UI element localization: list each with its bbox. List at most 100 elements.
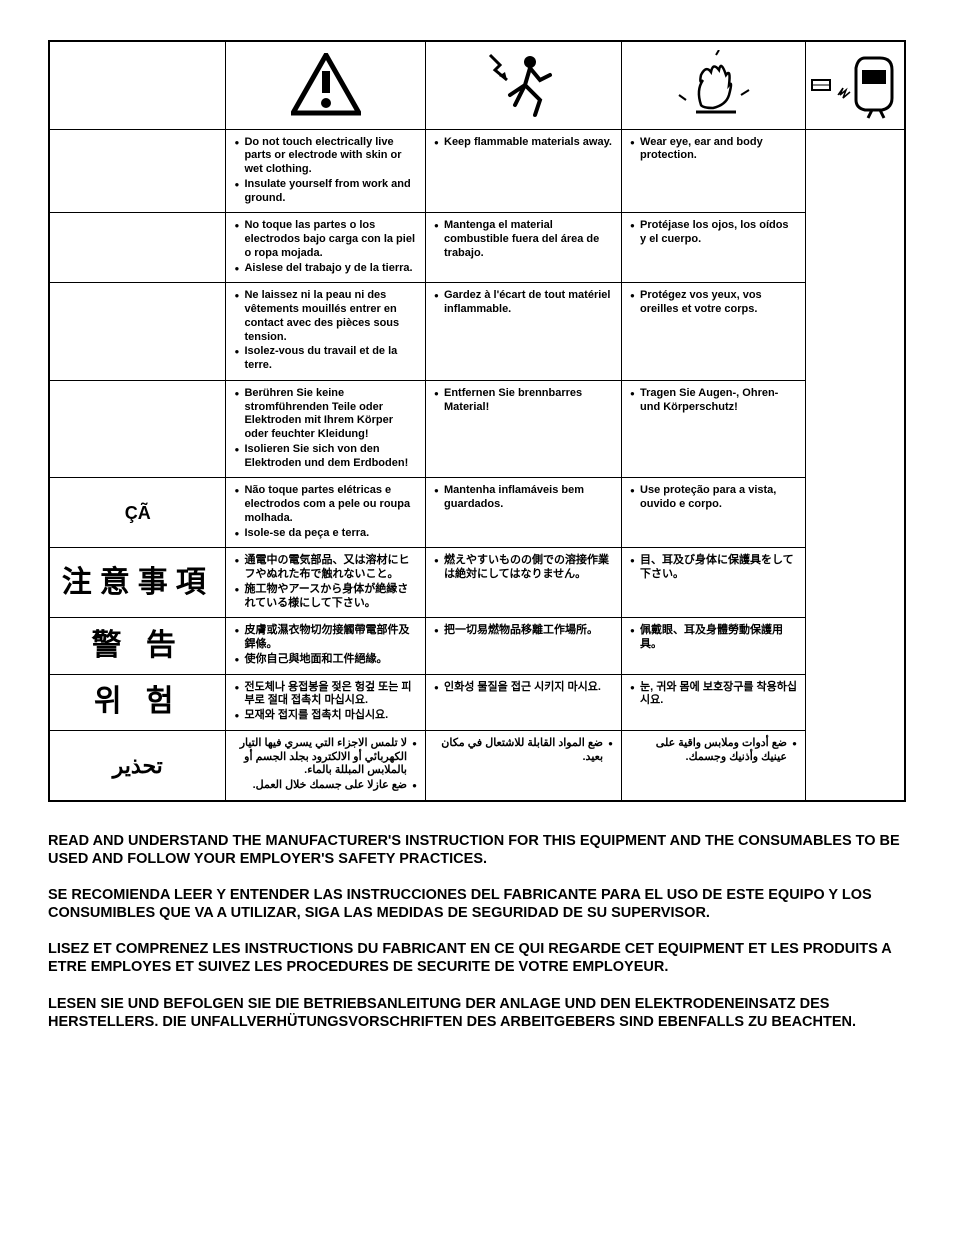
bullet-list: Entfernen Sie brennbarres Material!: [434, 387, 613, 415]
bullet-item: Ne laissez ni la peau ni des vêtements m…: [234, 289, 417, 344]
row-label: 위 험: [49, 674, 226, 730]
warning-cell: Ne laissez ni la peau ni des vêtements m…: [226, 283, 426, 381]
warning-cell: Berühren Sie keine stromführenden Teile …: [226, 380, 426, 478]
bullet-item: 皮膚或濕衣物切勿接觸帶電部件及銲條。: [234, 624, 417, 652]
bullet-item: 佩戴眼、耳及身體勞動保護用具。: [630, 624, 797, 652]
bullet-list: 인화성 물질을 접근 시키지 마시요.: [434, 681, 613, 695]
warning-cell: Mantenga el material combustible fuera d…: [426, 213, 622, 283]
warning-cell: 目、耳及び身体に保護具をして下さい。: [622, 548, 806, 618]
bullet-list: Wear eye, ear and body protection.: [630, 136, 797, 164]
bullet-list: Ne laissez ni la peau ni des vêtements m…: [234, 289, 417, 373]
bullet-item: 인화성 물질을 접근 시키지 마시요.: [434, 681, 613, 695]
bullet-list: 目、耳及び身体に保護具をして下さい。: [630, 554, 797, 582]
bullet-item: Gardez à l'écart de tout matériel inflam…: [434, 289, 613, 317]
warning-cell: Keep flammable materials away.: [426, 129, 622, 213]
row-label: 警 告: [49, 618, 226, 674]
bullet-list: 눈, 귀와 몸에 보호장구를 착용하십시요.: [630, 681, 797, 709]
warning-cell: 通電中の電気部品、又は溶材にヒフやぬれた布で触れないこと。施工物やアースから身体…: [226, 548, 426, 618]
bullet-list: No toque las partes o los electrodos baj…: [234, 219, 417, 275]
bullet-item: 把一切易燃物品移離工作場所。: [434, 624, 613, 638]
header-icon-shock-person: [426, 41, 622, 129]
bullet-item: 燃えやすいものの側での溶接作業は絶対にしてはなりません。: [434, 554, 613, 582]
row-label: 注意事項: [49, 548, 226, 618]
bullet-item: 目、耳及び身体に保護具をして下さい。: [630, 554, 797, 582]
bullet-item: ضع المواد القابلة للاشتعال في مكان بعيد.: [434, 737, 613, 765]
bullet-list: ضع أدوات وملابس واقية على عينيك وأذنيك و…: [630, 737, 797, 765]
warning-cell: Use proteção para a vista, ouvido e corp…: [622, 478, 806, 548]
warning-cell: ضع أدوات وملابس واقية على عينيك وأذنيك و…: [622, 730, 806, 801]
row-label-text: 警 告: [92, 629, 184, 662]
bullet-list: 通電中の電気部品、又は溶材にヒフやぬれた布で触れないこと。施工物やアースから身体…: [234, 554, 417, 610]
row-label-text: 注意事項: [62, 566, 214, 599]
bullet-item: Mantenga el material combustible fuera d…: [434, 219, 613, 260]
bullet-list: 전도체나 용접봉을 젖은 헝겊 또는 피부로 절대 접촉치 마십시요.모재와 접…: [234, 681, 417, 723]
row-label: [49, 283, 226, 381]
bullet-item: Use proteção para a vista, ouvido e corp…: [630, 484, 797, 512]
safety-warning-table: Do not touch electrically live parts or …: [48, 40, 906, 802]
bullet-list: Tragen Sie Augen-, Ohren- und Körperschu…: [630, 387, 797, 415]
warning-cell: 전도체나 용접봉을 젖은 헝겊 또는 피부로 절대 접촉치 마십시요.모재와 접…: [226, 674, 426, 730]
table-row: Do not touch electrically live parts or …: [49, 129, 905, 213]
row-label: [49, 213, 226, 283]
warning-cell: Protégez vos yeux, vos oreilles et votre…: [622, 283, 806, 381]
table-row: Berühren Sie keine stromführenden Teile …: [49, 380, 905, 478]
warning-cell: 燃えやすいものの側での溶接作業は絶対にしてはなりません。: [426, 548, 622, 618]
warning-cell: Entfernen Sie brennbarres Material!: [426, 380, 622, 478]
bullet-list: 燃えやすいものの側での溶接作業は絶対にしてはなりません。: [434, 554, 613, 582]
row-label: تحذير: [49, 730, 226, 801]
warning-cell: Gardez à l'écart de tout matériel inflam…: [426, 283, 622, 381]
bullet-item: Isole-se da peça e terra.: [234, 527, 417, 541]
bullet-list: Não toque partes elétricas e electrodos …: [234, 484, 417, 540]
warning-triangle-icon: [291, 53, 361, 117]
bullet-item: ضع أدوات وملابس واقية على عينيك وأذنيك و…: [630, 737, 797, 765]
bullet-list: لا تلمس الاجزاء التي يسري فيها التيار ال…: [234, 737, 417, 793]
bullet-list: Use proteção para a vista, ouvido e corp…: [630, 484, 797, 512]
warning-cell: 눈, 귀와 몸에 보호장구를 착용하십시요.: [622, 674, 806, 730]
bullet-list: ضع المواد القابلة للاشتعال في مكان بعيد.: [434, 737, 613, 765]
table-row: 注意事項通電中の電気部品、又は溶材にヒフやぬれた布で触れないこと。施工物やアース…: [49, 548, 905, 618]
bullet-item: لا تلمس الاجزاء التي يسري فيها التيار ال…: [234, 737, 417, 778]
table-row: ÇÃ Não toque partes elétricas e electrodo…: [49, 478, 905, 548]
table-row: 위 험전도체나 용접봉을 젖은 헝겊 또는 피부로 절대 접촉치 마십시요.모재…: [49, 674, 905, 730]
bullet-item: Tragen Sie Augen-, Ohren- und Körperschu…: [630, 387, 797, 415]
warning-cell: Não toque partes elétricas e electrodos …: [226, 478, 426, 548]
warning-cell: Do not touch electrically live parts or …: [226, 129, 426, 213]
bullet-item: 눈, 귀와 몸에 보호장구를 착용하십시요.: [630, 681, 797, 709]
row-label-text: تحذير: [113, 753, 163, 778]
warning-cell: Tragen Sie Augen-, Ohren- und Körperschu…: [622, 380, 806, 478]
bullet-list: Mantenga el material combustible fuera d…: [434, 219, 613, 260]
footer-paragraph: LESEN SIE UND BEFOLGEN SIE DIE BETRIEBSA…: [48, 995, 906, 1031]
header-blank: [49, 41, 226, 129]
table-row: No toque las partes o los electrodos baj…: [49, 213, 905, 283]
bullet-item: Berühren Sie keine stromführenden Teile …: [234, 387, 417, 442]
header-icon-fire: [622, 41, 806, 129]
bullet-item: Protégez vos yeux, vos oreilles et votre…: [630, 289, 797, 317]
footer-paragraph: SE RECOMIENDA LEER Y ENTENDER LAS INSTRU…: [48, 886, 906, 922]
bullet-item: Do not touch electrically live parts or …: [234, 136, 417, 177]
row-label: [49, 380, 226, 478]
header-icon-shock: [226, 41, 426, 129]
bullet-item: 使你自己與地面和工件絕緣。: [234, 653, 417, 667]
bullet-item: 通電中の電気部品、又は溶材にヒフやぬれた布で触れないこと。: [234, 554, 417, 582]
warning-cell: 인화성 물질을 접근 시키지 마시요.: [426, 674, 622, 730]
warning-cell: 把一切易燃物品移離工作場所。: [426, 618, 622, 674]
bullet-list: 把一切易燃物品移離工作場所。: [434, 624, 613, 638]
bullet-item: Aislese del trabajo y de la tierra.: [234, 262, 417, 276]
bullet-item: Isolieren Sie sich von den Elektroden un…: [234, 443, 417, 471]
bullet-list: Protéjase los ojos, los oídos y el cuerp…: [630, 219, 797, 247]
bullet-item: 전도체나 용접봉을 젖은 헝겊 또는 피부로 절대 접촉치 마십시요.: [234, 681, 417, 709]
bullet-item: Mantenha inflamáveis bem guardados.: [434, 484, 613, 512]
welding-ppe-icon: [810, 50, 900, 120]
bullet-item: Wear eye, ear and body protection.: [630, 136, 797, 164]
bullet-item: Isolez-vous du travail et de la terre.: [234, 345, 417, 373]
warning-cell: Protéjase los ojos, los oídos y el cuerp…: [622, 213, 806, 283]
electric-shock-icon: [485, 50, 563, 120]
row-label-text: ÇÃ: [125, 503, 151, 523]
warning-cell: 佩戴眼、耳及身體勞動保護用具。: [622, 618, 806, 674]
bullet-list: Protégez vos yeux, vos oreilles et votre…: [630, 289, 797, 317]
explosion-fire-icon: [671, 50, 755, 120]
bullet-list: 皮膚或濕衣物切勿接觸帶電部件及銲條。使你自己與地面和工件絕緣。: [234, 624, 417, 666]
warning-rows: Do not touch electrically live parts or …: [49, 129, 905, 801]
bullet-item: 施工物やアースから身体が絶縁されている様にして下さい。: [234, 583, 417, 611]
bullet-list: 佩戴眼、耳及身體勞動保護用具。: [630, 624, 797, 652]
